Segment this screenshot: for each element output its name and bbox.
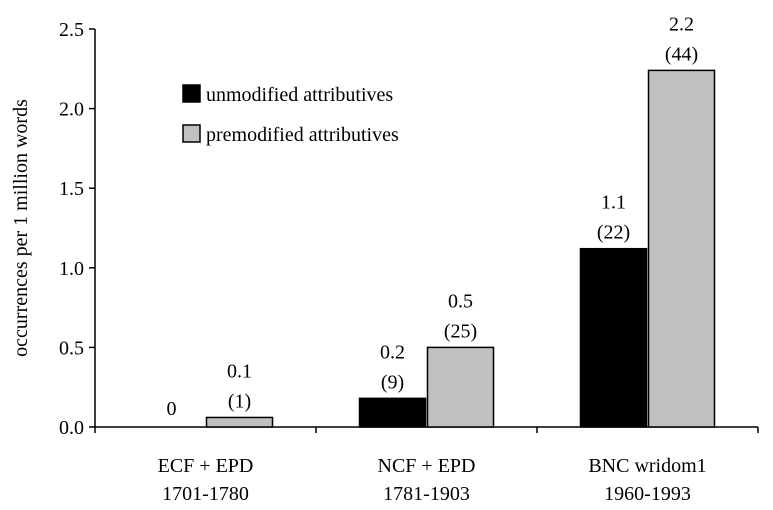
data-label-value: 0 — [167, 398, 177, 420]
legend: unmodified attributives premodified attri… — [182, 84, 399, 146]
data-label-count: (22) — [597, 222, 630, 244]
data-labels: 0 0.1 (1) 0.2 (9) 0.5 (25) 1.1 (22) 2.2 (44) — [167, 13, 699, 420]
legend-label: unmodified attributives — [206, 84, 393, 106]
y-tick-label: 1.5 — [59, 178, 84, 200]
data-label-count: (25) — [444, 320, 477, 342]
legend-swatch — [182, 84, 201, 103]
y-axis-label: occurrences per 1 million words — [10, 99, 32, 357]
y-tick-label: 2.0 — [59, 99, 84, 121]
x-tick-label: BNC wridom1 — [588, 455, 706, 477]
bar-unmodified — [579, 247, 648, 428]
data-label-value: 0.2 — [380, 341, 405, 363]
data-label-count: (1) — [228, 390, 251, 412]
x-tick-label: NCF + EPD — [378, 455, 476, 477]
data-label-value: 1.1 — [601, 192, 626, 214]
data-label-count: (9) — [381, 371, 404, 393]
data-label-value: 0.1 — [227, 360, 252, 382]
legend-label: premodified attributives — [206, 124, 399, 146]
y-tick-label: 0.5 — [59, 337, 84, 359]
x-tick-label: ECF + EPD — [158, 455, 254, 477]
axes: 0.0 0.5 1.0 1.5 2.0 2.5 ECF + EPD 1701-1780 NCF … — [59, 19, 759, 505]
y-tick-label: 0.0 — [59, 417, 84, 439]
data-label-count: (44) — [665, 43, 698, 65]
y-tick-label: 1.0 — [59, 258, 84, 280]
bar-premodified — [647, 69, 716, 428]
bar-unmodified — [358, 397, 427, 428]
x-tick-label-years: 1701-1780 — [162, 483, 249, 505]
data-label-value: 2.2 — [669, 13, 694, 35]
x-tick-label-years: 1781-1903 — [383, 483, 470, 505]
x-tick-label-years: 1960-1993 — [604, 483, 691, 505]
data-label-value: 0.5 — [448, 290, 473, 312]
bar-premodified — [426, 346, 495, 428]
y-tick-label: 2.5 — [59, 19, 84, 41]
bar-premodified — [205, 416, 274, 428]
bars — [205, 69, 716, 428]
legend-swatch — [182, 124, 201, 143]
